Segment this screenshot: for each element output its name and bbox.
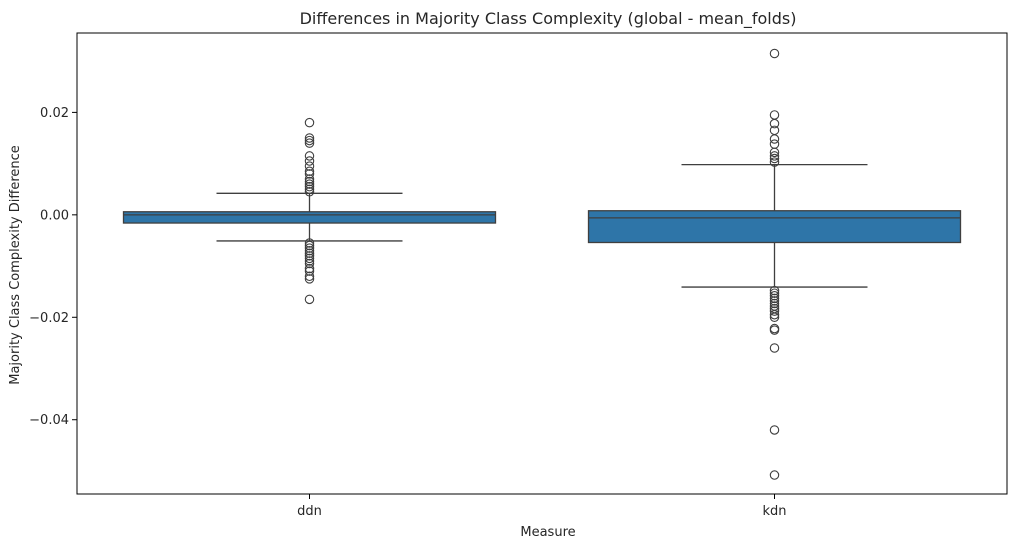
outlier-point xyxy=(769,309,780,320)
outlier-point xyxy=(769,312,780,323)
outlier-point xyxy=(304,169,315,179)
outlier-point xyxy=(304,266,315,276)
outlier-point xyxy=(304,248,315,259)
outlier-point xyxy=(769,291,780,301)
outlier-point xyxy=(769,118,780,129)
y-tick-label: 0.00 xyxy=(40,208,69,223)
outlier-point xyxy=(304,156,315,166)
y-tick-label: −0.02 xyxy=(29,311,69,326)
outlier-point xyxy=(304,263,315,274)
outlier-point xyxy=(769,153,780,164)
outlier-point xyxy=(769,157,780,167)
outlier-point xyxy=(304,166,315,177)
chart-title: Differences in Majority Class Complexity… xyxy=(300,9,797,29)
outlier-point xyxy=(304,151,315,161)
outlier-point xyxy=(769,296,780,306)
outlier-point xyxy=(304,294,315,305)
outlier-point xyxy=(304,251,315,261)
outlier-point xyxy=(304,179,315,189)
y-axis-label: Majority Class Complexity Difference xyxy=(8,145,23,385)
x-axis-label: Measure xyxy=(520,525,575,540)
outlier-point xyxy=(769,48,780,59)
outlier-point xyxy=(769,134,780,144)
outlier-point xyxy=(304,135,315,146)
outlier-point xyxy=(304,133,315,143)
outlier-point xyxy=(769,288,780,298)
x-tick-label: kdn xyxy=(762,504,786,519)
outlier-point xyxy=(769,147,780,158)
outlier-point xyxy=(304,176,315,187)
outlier-point xyxy=(304,181,315,192)
outlier-point xyxy=(769,293,780,304)
outlier-point xyxy=(769,285,780,296)
outlier-point xyxy=(769,325,780,335)
outlier-point xyxy=(304,245,315,256)
outlier-point xyxy=(769,151,780,161)
outlier-point xyxy=(769,110,780,120)
outlier-point xyxy=(304,161,315,171)
outlier-point xyxy=(304,187,315,197)
outlier-point xyxy=(304,271,315,282)
y-tick-label: 0.02 xyxy=(40,106,69,121)
outlier-point xyxy=(304,258,315,269)
outlier-point xyxy=(304,117,315,128)
outlier-point xyxy=(769,139,780,149)
outlier-point xyxy=(769,343,780,353)
outlier-point xyxy=(769,298,780,309)
y-tick-label: −0.04 xyxy=(29,413,69,428)
outlier-point xyxy=(304,274,315,284)
outlier-point xyxy=(304,256,315,266)
outlier-point xyxy=(304,138,315,148)
outlier-point xyxy=(769,425,780,435)
plot-frame xyxy=(76,32,1008,495)
outlier-point xyxy=(304,174,315,184)
x-tick-label: ddn xyxy=(297,504,322,519)
box-kdn xyxy=(587,210,962,244)
plot-area: −0.04 −0.02 0.00 0.02 ddn kdn xyxy=(29,32,1008,519)
outlier-point xyxy=(304,238,315,248)
outlier-point xyxy=(304,253,315,264)
outlier-point xyxy=(304,184,315,194)
outlier-point xyxy=(304,243,315,253)
outlier-point xyxy=(769,306,780,316)
outlier-point xyxy=(304,240,315,251)
outlier-point xyxy=(769,470,780,480)
box-ddn xyxy=(122,211,497,224)
